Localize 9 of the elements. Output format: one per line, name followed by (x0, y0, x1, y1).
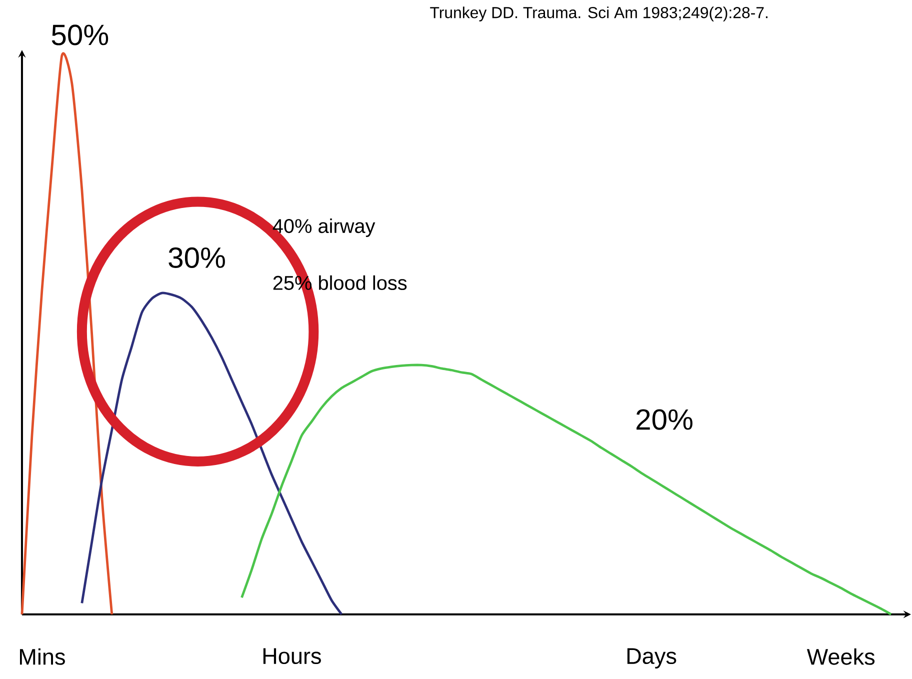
x-tick-label: Weeks (806, 648, 875, 665)
annotation: 30% (168, 247, 225, 268)
x-tick-label: Days (627, 648, 676, 668)
x-tick-label: Hours (263, 648, 321, 664)
x-tick-label: Mins (20, 648, 65, 665)
annotation: 20% (636, 409, 692, 430)
text: 50% (52, 24, 108, 46)
annotation: 40% airway (272, 218, 376, 237)
text: Trunkey DD. Trauma. Sci Am 1983;249(2):28-7. (430, 6, 768, 22)
